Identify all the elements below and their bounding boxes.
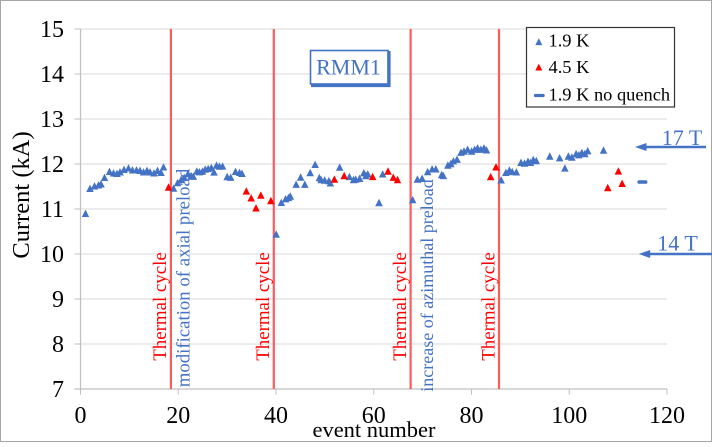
- svg-text:4.5 K: 4.5 K: [549, 57, 591, 77]
- svg-text:Current (kA): Current (kA): [8, 131, 35, 258]
- svg-text:Thermal cycle: Thermal cycle: [150, 252, 171, 361]
- svg-text:13: 13: [40, 107, 64, 133]
- svg-text:0: 0: [75, 403, 87, 429]
- svg-text:9: 9: [52, 287, 64, 313]
- svg-text:100: 100: [551, 403, 587, 429]
- svg-text:11: 11: [41, 197, 64, 223]
- svg-text:40: 40: [264, 403, 288, 429]
- svg-text:8: 8: [52, 332, 64, 358]
- svg-text:7: 7: [52, 377, 64, 403]
- svg-text:Thermal cycle: Thermal cycle: [479, 252, 500, 361]
- svg-text:1.9 K no quench: 1.9 K no quench: [549, 85, 671, 105]
- svg-text:modification of axial preload: modification of axial preload: [174, 168, 195, 387]
- svg-text:1.9 K: 1.9 K: [549, 31, 591, 51]
- svg-text:15: 15: [40, 17, 64, 43]
- svg-text:10: 10: [40, 242, 64, 268]
- svg-text:120: 120: [649, 403, 685, 429]
- svg-text:event number: event number: [312, 417, 436, 442]
- svg-text:increase of azimuthal preload: increase of azimuthal preload: [417, 179, 437, 391]
- svg-text:80: 80: [460, 403, 484, 429]
- svg-text:Thermal cycle: Thermal cycle: [390, 252, 411, 361]
- svg-text:Thermal cycle: Thermal cycle: [253, 252, 274, 361]
- svg-text:14: 14: [40, 62, 64, 88]
- svg-text:14 T: 14 T: [657, 231, 698, 256]
- svg-text:60: 60: [362, 403, 386, 429]
- svg-text:12: 12: [40, 152, 64, 178]
- svg-text:20: 20: [166, 403, 190, 429]
- svg-text:RMM1: RMM1: [316, 55, 381, 80]
